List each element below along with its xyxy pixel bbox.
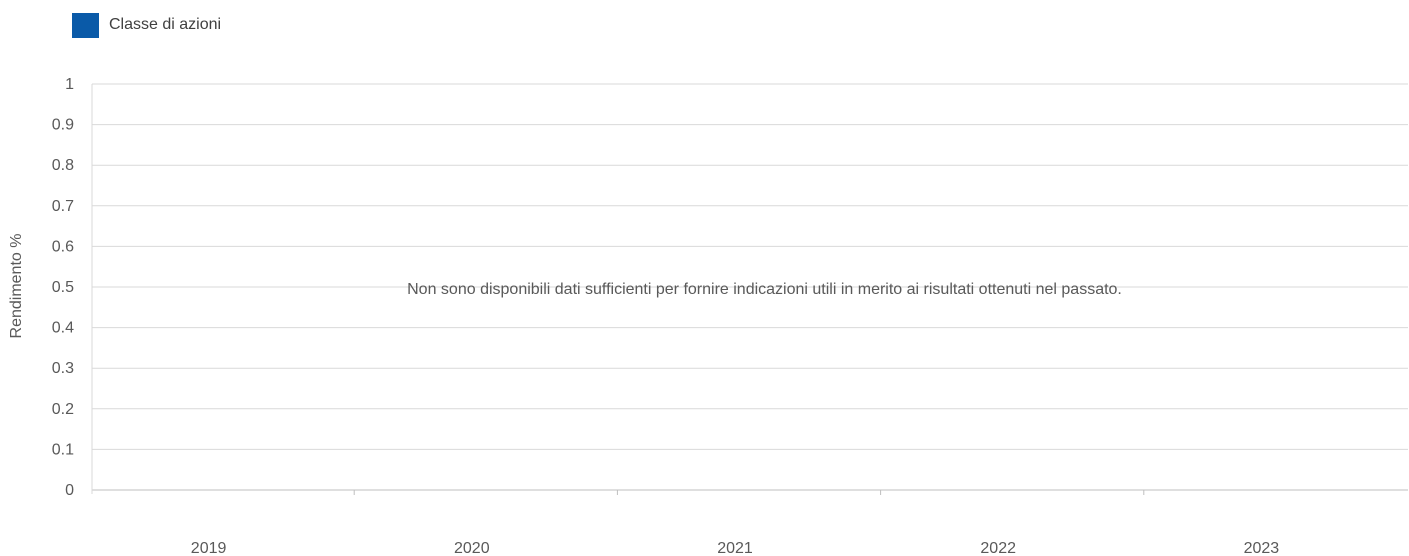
y-tick-label: 0 [65,482,74,499]
x-tick-label: 2021 [717,540,753,556]
y-tick-label: 0.7 [52,198,74,215]
y-tick-label: 0.9 [52,117,74,134]
y-tick-label: 0.6 [52,238,74,255]
gridlines [92,83,1408,491]
x-tick-label: 2019 [191,540,227,556]
x-tick-labels: 2019 2020 2021 2022 2023 [191,540,1279,556]
legend-swatch [72,12,99,38]
y-tick-label: 1 [65,76,74,93]
y-tick-label: 0.4 [52,320,74,337]
y-tick-label: 0.1 [52,441,74,458]
x-tick-label: 2023 [1244,540,1280,556]
y-tick-label: 0.8 [52,157,74,174]
legend-label: Classe di azioni [109,16,222,33]
no-data-message: Non sono disponibili dati sufficienti pe… [407,281,1122,298]
chart-legend: Classe di azioni [72,12,221,38]
y-tick-labels: 0 0.1 0.2 0.3 0.4 0.5 0.6 0.7 0.8 0.9 1 [52,76,74,499]
x-axis [91,84,1145,495]
y-tick-label: 0.2 [52,401,74,418]
y-tick-label: 0.3 [52,360,74,377]
x-tick-label: 2022 [980,540,1016,556]
y-tick-label: 0.5 [52,279,74,296]
x-tick-label: 2020 [454,540,490,556]
